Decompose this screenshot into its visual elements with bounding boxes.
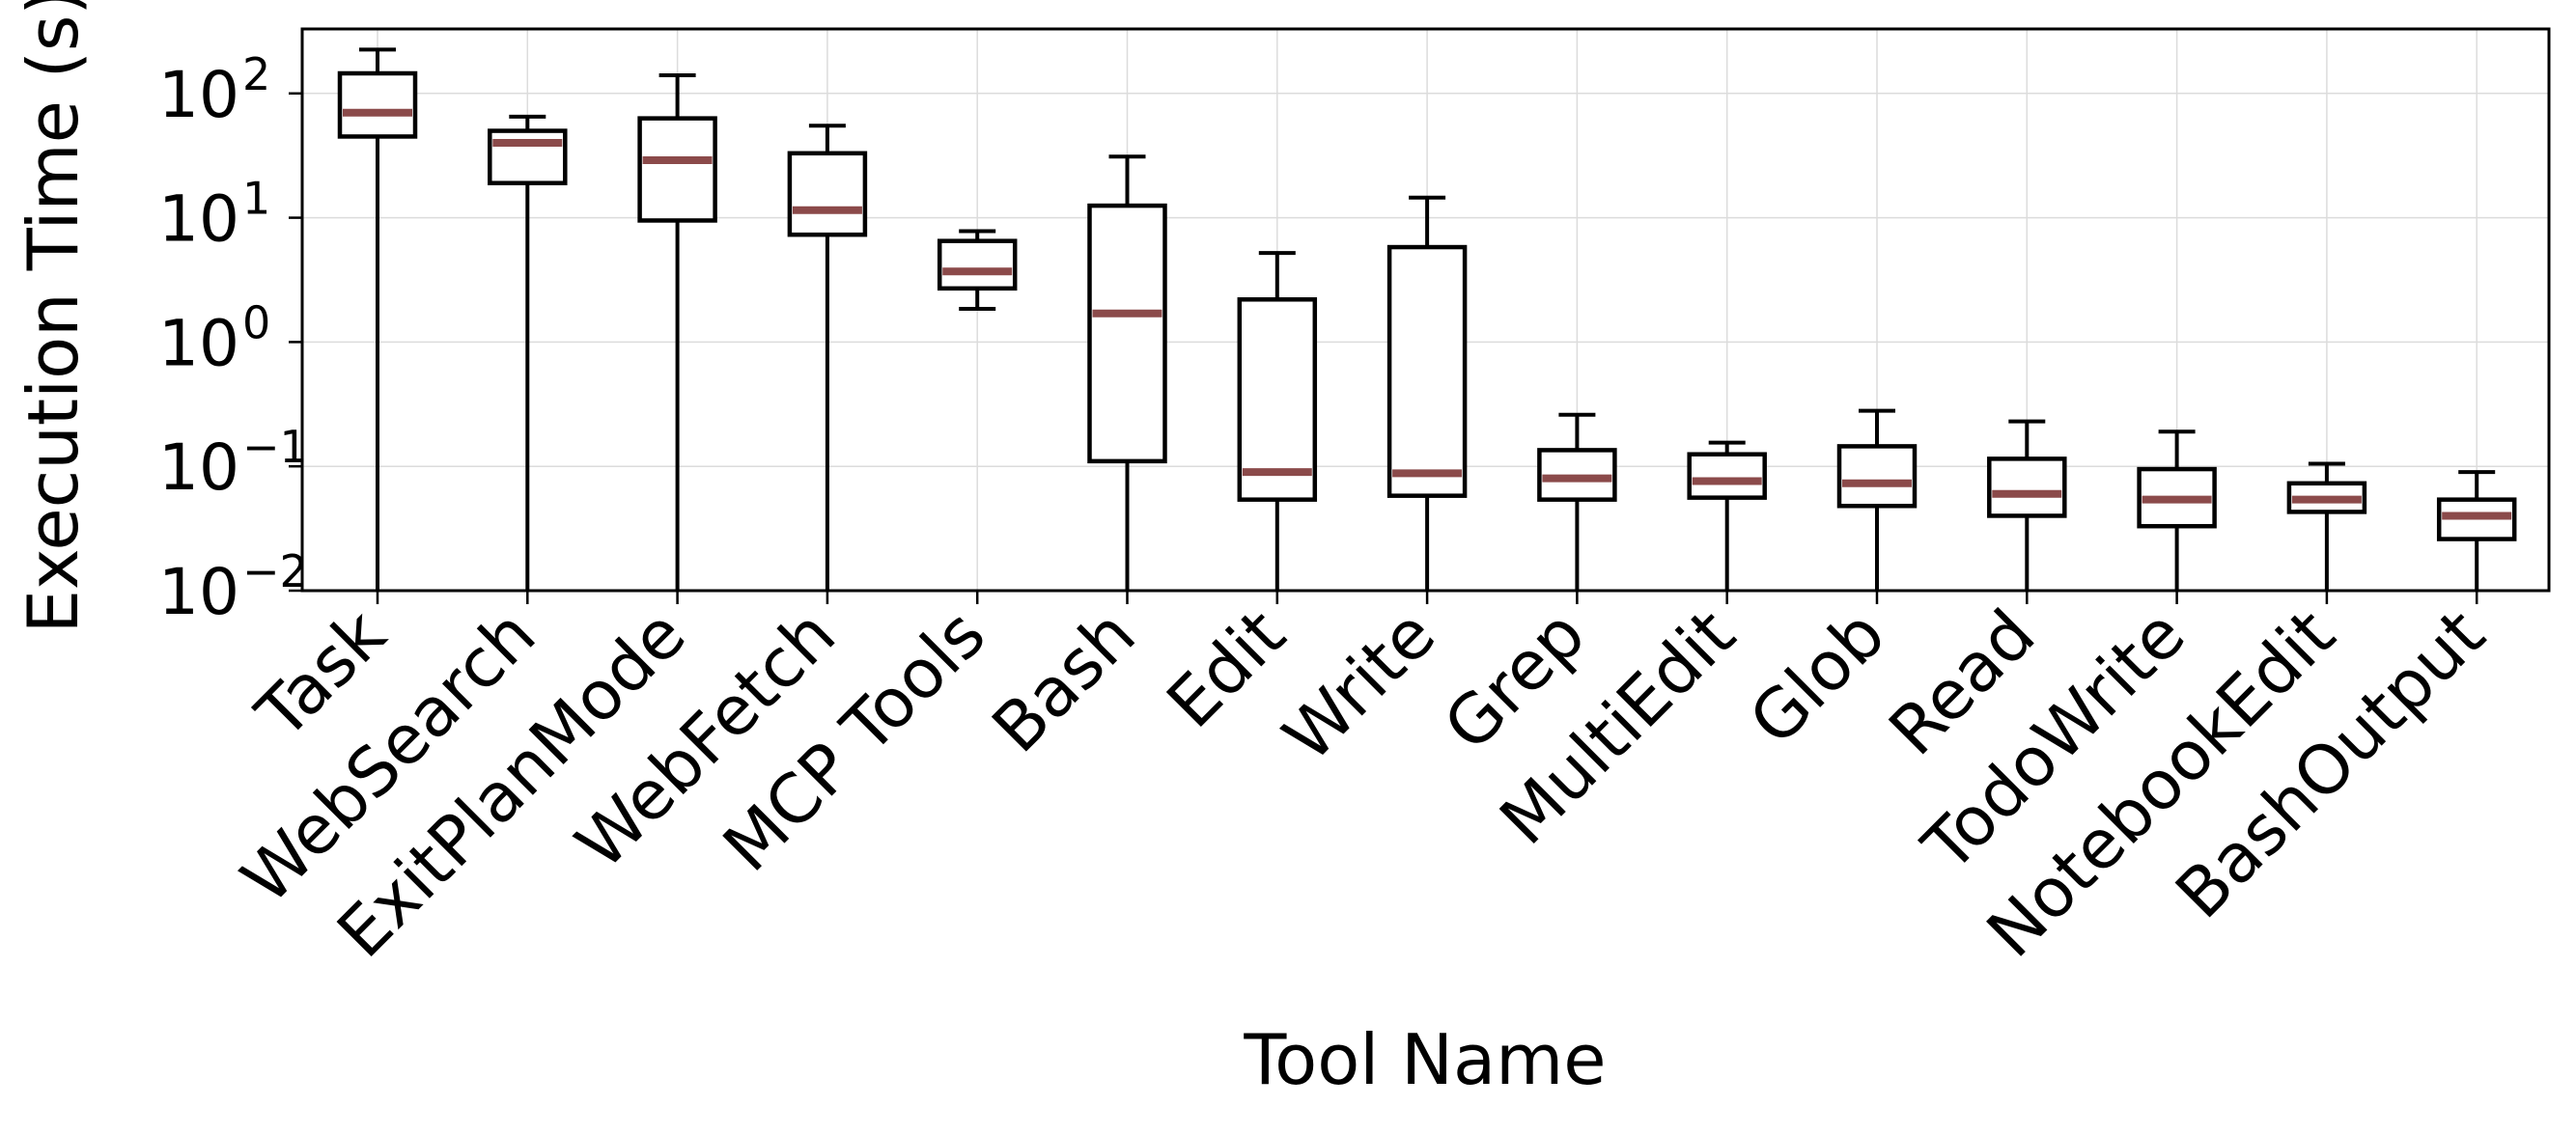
box-grep <box>1537 412 1617 591</box>
box-bash <box>1087 154 1167 591</box>
x-axis-label: Tool Name <box>1243 1019 1606 1100</box>
box-iqr <box>787 151 868 237</box>
box-webfetch <box>787 124 868 591</box>
y-tick-exponent: −2 <box>242 545 308 597</box>
y-tick-label: 10 <box>158 430 239 505</box>
y-tick-exponent: 0 <box>242 296 270 348</box>
y-axis-label: Execution Time (s) <box>13 0 94 634</box>
box-exitplanmode <box>637 72 717 591</box>
box-task <box>337 47 418 591</box>
box-edit <box>1237 251 1318 591</box>
box-iqr <box>1687 452 1767 500</box>
box-iqr <box>1836 444 1918 509</box>
plot-area-frame <box>300 27 2551 593</box>
box-write <box>1386 195 1468 591</box>
y-tick-label: 10 <box>158 555 239 629</box>
box-mcp-tools <box>937 229 1018 311</box>
box-multiedit <box>1687 440 1767 591</box>
box-iqr <box>1987 456 2067 518</box>
box-iqr <box>337 70 418 139</box>
box-series <box>337 47 2517 591</box>
box-websearch <box>488 114 568 591</box>
box-iqr <box>1237 297 1318 502</box>
box-iqr <box>488 128 568 185</box>
box-iqr <box>637 116 717 223</box>
box-notebookedit <box>2286 461 2367 591</box>
y-tick-label: 10 <box>158 306 239 380</box>
y-tick-label: 10 <box>158 58 239 132</box>
y-tick-exponent: 1 <box>242 173 270 225</box>
box-iqr <box>937 238 1018 291</box>
box-read <box>1987 419 2067 591</box>
box-bashoutput <box>2436 470 2517 591</box>
y-tick-exponent: −1 <box>242 421 308 473</box>
box-glob <box>1836 408 1918 591</box>
y-tick-exponent: 2 <box>242 48 270 100</box>
box-iqr <box>1386 244 1468 498</box>
box-todowrite <box>2137 429 2217 591</box>
box-iqr <box>1087 203 1167 464</box>
y-tick-label: 10 <box>158 182 239 257</box>
